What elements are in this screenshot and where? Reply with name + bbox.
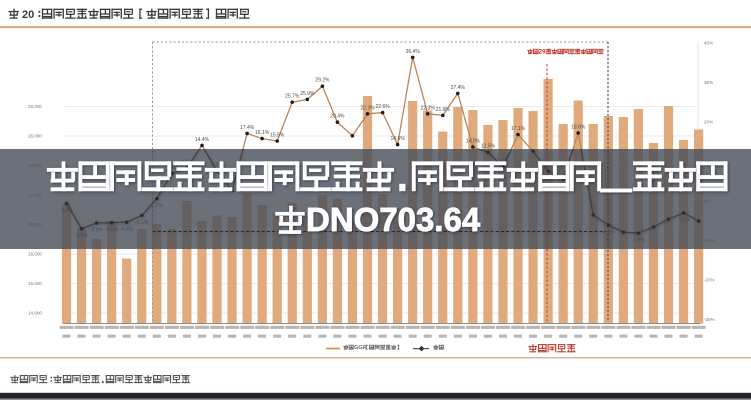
- svg-text:14.4%: 14.4%: [195, 137, 210, 143]
- svg-text:16.1%: 16.1%: [255, 130, 270, 136]
- svg-text:17.1%: 17.1%: [511, 126, 526, 132]
- svg-text:14.6%: 14.6%: [391, 136, 406, 142]
- svg-text:21.9%: 21.9%: [436, 107, 451, 113]
- svg-text:22.6%: 22.6%: [376, 104, 391, 110]
- svg-text:25.7%: 25.7%: [285, 94, 300, 100]
- svg-text:22.3%: 22.3%: [360, 105, 375, 111]
- svg-text:28,000: 28,000: [28, 104, 42, 109]
- svg-text:40%: 40%: [704, 41, 713, 46]
- svg-text:14,000: 14,000: [28, 311, 42, 316]
- svg-text:GGR: GGR: [354, 345, 367, 351]
- svg-text:18.8%: 18.8%: [571, 125, 586, 131]
- svg-text:20%: 20%: [704, 120, 713, 125]
- svg-text:15.5%: 15.5%: [270, 133, 285, 139]
- svg-text:16,000: 16,000: [28, 281, 42, 286]
- svg-text:27.4%: 27.4%: [451, 85, 466, 91]
- svg-text:26,000: 26,000: [28, 134, 42, 139]
- svg-text:29: 29: [539, 48, 547, 55]
- svg-text:22.3%: 22.3%: [421, 105, 436, 111]
- svg-text:20.4%: 20.4%: [330, 114, 345, 120]
- svg-text:30%: 30%: [704, 80, 713, 85]
- svg-text:36.4%: 36.4%: [406, 49, 421, 55]
- svg-text:14.0%: 14.0%: [466, 139, 481, 145]
- svg-text:25.9%: 25.9%: [300, 91, 315, 97]
- svg-text:17.4%: 17.4%: [240, 125, 255, 131]
- svg-text:-20%: -20%: [704, 278, 715, 283]
- svg-text:-30%: -30%: [704, 317, 715, 322]
- svg-text:18,000: 18,000: [28, 252, 42, 257]
- svg-text:12.5%: 12.5%: [481, 144, 496, 150]
- svg-text:20: 20: [22, 9, 34, 21]
- svg-text:DNO703.64: DNO703.64: [306, 201, 481, 238]
- svg-text:29.2%: 29.2%: [315, 78, 330, 84]
